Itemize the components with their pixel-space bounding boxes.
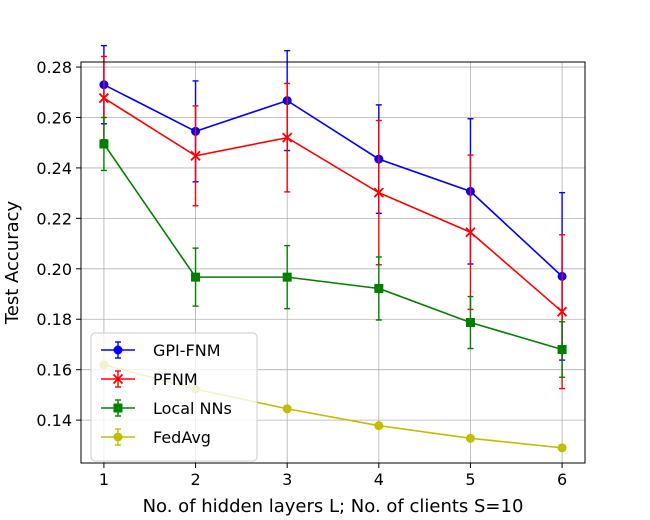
legend-entry: FedAvg [101, 428, 211, 447]
legend-entry: PFNM [101, 370, 198, 389]
x-tick-label: 6 [557, 470, 567, 489]
y-tick-label: 0.16 [36, 361, 72, 380]
data-point [374, 421, 384, 431]
x-tick-label: 5 [465, 470, 475, 489]
plot-frame [80, 61, 586, 464]
series-line [103, 83, 563, 277]
legend-marker [113, 345, 123, 355]
data-point [465, 433, 475, 443]
series-gpi-fnm [99, 44, 567, 361]
legend-marker [112, 373, 124, 385]
series-line [103, 97, 563, 313]
series-layer [98, 44, 568, 453]
data-point [556, 306, 568, 317]
y-tick-label: 0.14 [36, 411, 72, 430]
legend-label: FedAvg [153, 428, 211, 447]
data-point [191, 272, 201, 282]
data-point [282, 132, 293, 143]
legend-label: Local NNs [153, 399, 232, 418]
legend-label: GPI-FNM [153, 341, 221, 360]
data-point [374, 283, 384, 293]
data-point [282, 272, 292, 282]
data-point [98, 92, 110, 104]
x-tick-label: 4 [374, 470, 384, 489]
data-point [557, 345, 567, 355]
x-axis-label: No. of hidden layers L; No. of clients S… [143, 496, 524, 517]
y-axis-label: Test Accuracy [2, 200, 23, 325]
y-tick-label: 0.26 [36, 108, 72, 127]
legend-entry: GPI-FNM [101, 341, 221, 360]
legend-marker [113, 403, 123, 413]
data-point [282, 404, 292, 414]
axis-ticks: 1 2 3 4 5 6 0.14 0.16 0.18 0.20 0.22 0.24 0.26 0.28 [36, 58, 567, 489]
data-point [190, 150, 201, 161]
series-line [103, 143, 563, 351]
series-pfnm [98, 55, 568, 390]
legend: GPI-FNM PFNM Local NNs FedAvg [90, 332, 258, 462]
y-tick-label: 0.28 [36, 58, 72, 77]
y-tick-label: 0.18 [36, 310, 72, 329]
y-tick-label: 0.22 [36, 209, 72, 228]
data-point [557, 443, 567, 453]
y-tick-label: 0.20 [36, 260, 72, 279]
legend-label: PFNM [153, 370, 198, 389]
data-point [373, 187, 384, 198]
legend-box [90, 332, 258, 462]
x-tick-label: 1 [99, 470, 109, 489]
x-tick-label: 3 [282, 470, 292, 489]
legend-marker [113, 432, 123, 442]
legend-entry: Local NNs [101, 399, 232, 418]
series-local-nns [99, 116, 567, 378]
x-tick-label: 2 [190, 470, 200, 489]
data-point [465, 227, 476, 238]
data-point [99, 139, 109, 149]
y-tick-label: 0.24 [36, 159, 72, 178]
data-point [465, 318, 475, 328]
